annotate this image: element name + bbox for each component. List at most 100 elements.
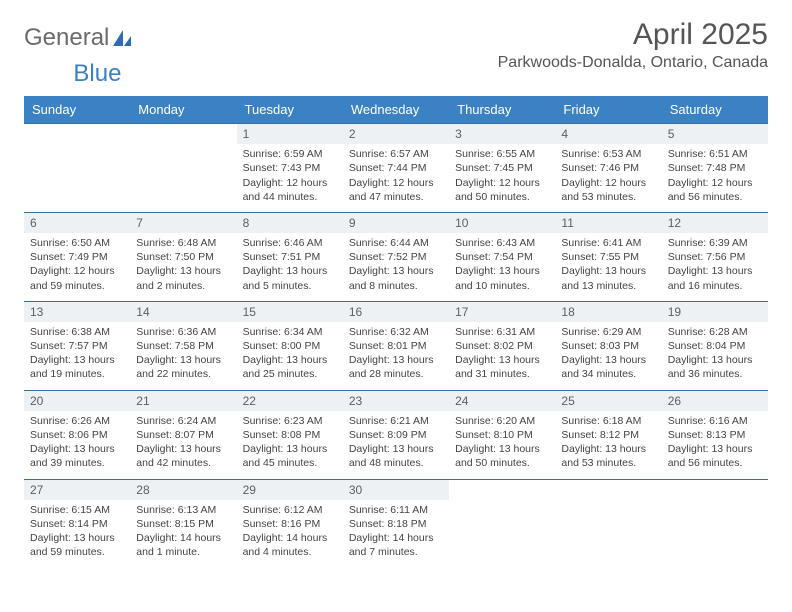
daylight-text: Daylight: 13 hours and 42 minutes. — [136, 442, 230, 470]
day-number: 14 — [130, 302, 236, 322]
calendar-cell: 3Sunrise: 6:55 AMSunset: 7:45 PMDaylight… — [449, 124, 555, 213]
sunrise-text: Sunrise: 6:55 AM — [455, 147, 549, 161]
calendar-cell: 17Sunrise: 6:31 AMSunset: 8:02 PMDayligh… — [449, 301, 555, 390]
sunset-text: Sunset: 8:04 PM — [668, 339, 762, 353]
weekday-header: Friday — [555, 96, 661, 124]
calendar-table: SundayMondayTuesdayWednesdayThursdayFrid… — [24, 96, 768, 567]
sunset-text: Sunset: 8:00 PM — [243, 339, 337, 353]
calendar-cell: 24Sunrise: 6:20 AMSunset: 8:10 PMDayligh… — [449, 390, 555, 479]
brand-text-1: General — [24, 24, 109, 52]
calendar-cell: 26Sunrise: 6:16 AMSunset: 8:13 PMDayligh… — [662, 390, 768, 479]
brand-text-2: Blue — [73, 60, 121, 88]
calendar-cell: 28Sunrise: 6:13 AMSunset: 8:15 PMDayligh… — [130, 479, 236, 567]
sunrise-text: Sunrise: 6:38 AM — [30, 325, 124, 339]
calendar-week: 13 Sunrise: 6:38 AMSunset: 7:57 PM Dayligh… — [24, 301, 768, 390]
daylight-text: Daylight: 13 hours and 34 minutes. — [561, 353, 655, 381]
calendar-cell: 8Sunrise: 6:46 AMSunset: 7:51 PMDaylight… — [237, 212, 343, 301]
day-number: 24 — [449, 391, 555, 411]
calendar-cell: 29Sunrise: 6:12 AMSunset: 8:16 PMDayligh… — [237, 479, 343, 567]
day-number: 13 — [24, 302, 130, 322]
calendar-week: 20Sunrise: 6:26 AMSunset: 8:06 PMDayligh… — [24, 390, 768, 479]
sunset-text: Sunset: 7:50 PM — [136, 250, 230, 264]
day-number: 29 — [237, 480, 343, 500]
sunset-text: Sunset: 7:45 PM — [455, 161, 549, 175]
calendar-cell: 16Sunrise: 6:32 AMSunset: 8:01 PMDayligh… — [343, 301, 449, 390]
calendar-cell: . — [555, 479, 661, 567]
sunrise-text: Sunrise: 6:13 AM — [136, 503, 230, 517]
daylight-text: Daylight: 12 hours and 44 minutes. — [243, 176, 337, 204]
sunset-text: Sunset: 8:13 PM — [668, 428, 762, 442]
calendar-cell: . — [24, 124, 130, 213]
calendar-week: 6Sunrise: 6:50 AMSunset: 7:49 PMDaylight… — [24, 212, 768, 301]
sunset-text: Sunset: 8:14 PM — [30, 517, 124, 531]
daylight-text: Daylight: 14 hours and 7 minutes. — [349, 531, 443, 559]
daylight-text: Daylight: 13 hours and 53 minutes. — [561, 442, 655, 470]
calendar-week: 27Sunrise: 6:15 AMSunset: 8:14 PMDayligh… — [24, 479, 768, 567]
weekday-header: Monday — [130, 96, 236, 124]
sunrise-text: Sunrise: 6:34 AM — [243, 325, 337, 339]
day-number: 18 — [555, 302, 661, 322]
day-number: 23 — [343, 391, 449, 411]
daylight-text: Daylight: 13 hours and 56 minutes. — [668, 442, 762, 470]
calendar-body: ..1Sunrise: 6:59 AMSunset: 7:43 PMDaylig… — [24, 124, 768, 568]
sunrise-text: Sunrise: 6:51 AM — [668, 147, 762, 161]
daylight-text: Daylight: 12 hours and 53 minutes. — [561, 176, 655, 204]
sunset-text: Sunset: 8:09 PM — [349, 428, 443, 442]
sunrise-text: Sunrise: 6:11 AM — [349, 503, 443, 517]
day-number: 4 — [555, 124, 661, 144]
day-number: 25 — [555, 391, 661, 411]
sunset-text: Sunset: 8:03 PM — [561, 339, 655, 353]
calendar-cell: 10Sunrise: 6:43 AMSunset: 7:54 PMDayligh… — [449, 212, 555, 301]
daylight-text: Daylight: 13 hours and 16 minutes. — [668, 264, 762, 292]
calendar-week: ..1Sunrise: 6:59 AMSunset: 7:43 PMDaylig… — [24, 124, 768, 213]
weekday-header: Wednesday — [343, 96, 449, 124]
calendar-cell: 18Sunrise: 6:29 AMSunset: 8:03 PMDayligh… — [555, 301, 661, 390]
day-number: 15 — [237, 302, 343, 322]
sunset-text: Sunset: 7:58 PM — [136, 339, 230, 353]
sunset-text: Sunset: 7:43 PM — [243, 161, 337, 175]
sunrise-text: Sunrise: 6:59 AM — [243, 147, 337, 161]
sunrise-text: Sunrise: 6:23 AM — [243, 414, 337, 428]
calendar-cell: 30 Sunrise: 6:11 AMSunset: 8:18 PMDayligh… — [343, 479, 449, 567]
calendar-cell: 2Sunrise: 6:57 AMSunset: 7:44 PMDaylight… — [343, 124, 449, 213]
daylight-text: Daylight: 13 hours and 39 minutes. — [30, 442, 124, 470]
daylight-text: Daylight: 13 hours and 48 minutes. — [349, 442, 443, 470]
daylight-text: Daylight: 12 hours and 47 minutes. — [349, 176, 443, 204]
daylight-text: Daylight: 14 hours and 4 minutes. — [243, 531, 337, 559]
day-number: 8 — [237, 213, 343, 233]
weekday-header: Sunday — [24, 96, 130, 124]
sunset-text: Sunset: 8:18 PM — [349, 517, 443, 531]
sunset-text: Sunset: 8:12 PM — [561, 428, 655, 442]
sunrise-text: Sunrise: 6:21 AM — [349, 414, 443, 428]
sunrise-text: Sunrise: 6:41 AM — [561, 236, 655, 250]
day-number: 30 — [343, 480, 449, 500]
sunrise-text: Sunrise: 6:36 AM — [136, 325, 230, 339]
sunrise-text: Sunrise: 6:39 AM — [668, 236, 762, 250]
title-block: April 2025 Parkwoods-Donalda, Ontario, C… — [498, 18, 768, 72]
sunset-text: Sunset: 7:55 PM — [561, 250, 655, 264]
sail-icon — [111, 28, 133, 48]
daylight-text: Daylight: 13 hours and 28 minutes. — [349, 353, 443, 381]
calendar-cell: 7Sunrise: 6:48 AMSunset: 7:50 PMDaylight… — [130, 212, 236, 301]
day-number: 2 — [343, 124, 449, 144]
daylight-text: Daylight: 12 hours and 56 minutes. — [668, 176, 762, 204]
daylight-text: Daylight: 13 hours and 8 minutes. — [349, 264, 443, 292]
sunset-text: Sunset: 8:02 PM — [455, 339, 549, 353]
day-number: 7 — [130, 213, 236, 233]
sunset-text: Sunset: 8:16 PM — [243, 517, 337, 531]
day-number: 1 — [237, 124, 343, 144]
day-number: 6 — [24, 213, 130, 233]
day-number: 26 — [662, 391, 768, 411]
daylight-text: Daylight: 12 hours and 50 minutes. — [455, 176, 549, 204]
day-number: 17 — [449, 302, 555, 322]
sunrise-text: Sunrise: 6:28 AM — [668, 325, 762, 339]
sunset-text: Sunset: 8:01 PM — [349, 339, 443, 353]
location-label: Parkwoods-Donalda, Ontario, Canada — [498, 54, 768, 72]
calendar-cell: . — [130, 124, 236, 213]
sunset-text: Sunset: 7:54 PM — [455, 250, 549, 264]
sunset-text: Sunset: 7:44 PM — [349, 161, 443, 175]
daylight-text: Daylight: 13 hours and 45 minutes. — [243, 442, 337, 470]
weekday-header: Tuesday — [237, 96, 343, 124]
calendar-cell: 6Sunrise: 6:50 AMSunset: 7:49 PMDaylight… — [24, 212, 130, 301]
sunset-text: Sunset: 7:57 PM — [30, 339, 124, 353]
